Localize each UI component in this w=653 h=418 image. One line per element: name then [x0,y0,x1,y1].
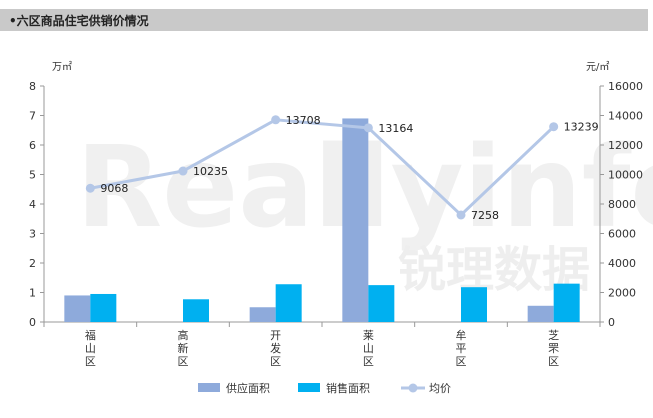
price-data-label: 13708 [286,114,321,127]
bar-sales [553,283,580,322]
category-label: 福山区 [85,328,96,368]
right-tick-label: 12000 [608,139,643,152]
axes: 0 1 2 3 4 5 6 7 8 0 2000 4000 6000 8000 10000 12000 1400… [29,80,643,329]
price-data-label: 13239 [564,121,599,134]
left-tick-label: 2 [29,257,36,270]
bar-sales [90,293,117,322]
price-line-path [90,118,555,217]
bars [64,118,580,322]
right-tick-label: 16000 [608,80,643,93]
legend-label: 供应面积 [226,381,270,395]
price-point [178,166,188,176]
right-tick-label: 4000 [608,257,636,270]
category-label: 开发区 [270,329,281,368]
left-tick-label: 3 [29,228,36,241]
category-label: 牟平区 [456,328,467,368]
bar-supply [342,118,369,322]
price-data-label: 10235 [193,165,228,178]
left-tick-label: 1 [29,287,36,300]
section-title: •六区商品住宅供销价情况 [9,14,149,28]
legend-label: 销售面积 [326,381,370,395]
left-tick-label: 8 [29,80,36,93]
category-label: 莱山区 [363,329,374,368]
bar-supply [527,305,554,322]
left-axis-unit: 万㎡ [52,61,72,73]
data-labels: 9068 10235 13708 13164 7258 13239 [100,114,598,222]
legend-label: 均价 [429,382,451,395]
right-tick-label: 8000 [608,198,636,211]
right-tick-label: 2000 [608,287,636,300]
left-tick-label: 5 [29,169,36,182]
bar-sales [368,285,395,322]
category-label: 芝罘区 [548,329,559,368]
legend-swatch-supply [198,383,220,392]
price-line [85,115,559,220]
left-tick-label: 7 [29,110,36,123]
left-tick-label: 0 [29,316,36,329]
category-label: 高新区 [178,328,189,368]
price-point [549,122,559,132]
price-data-label: 13164 [378,122,413,135]
right-tick-label: 14000 [608,110,643,123]
left-tick-label: 4 [29,198,36,211]
legend-swatch-price-marker [408,383,418,393]
price-point [85,183,95,193]
bar-sales [461,287,487,322]
section-header: •六区商品住宅供销价情况 [0,9,648,31]
bar-sales [275,284,302,322]
bar-supply [64,295,91,322]
legend: 供应面积 销售面积 均价 [198,381,451,395]
category-labels: 福山区 高新区 开发区 莱山区 牟平区 芝罘区 [85,328,559,368]
price-data-label: 9068 [100,182,128,195]
bar-supply [249,307,276,322]
left-tick-label: 6 [29,139,36,152]
right-tick-label: 10000 [608,169,643,182]
right-axis-unit: 元/㎡ [586,61,609,73]
price-point [363,123,373,133]
bar-sales [183,299,209,322]
price-point [271,115,281,125]
right-tick-label: 0 [608,316,615,329]
right-tick-label: 6000 [608,228,636,241]
price-point [456,210,466,220]
legend-swatch-sales [298,383,320,392]
price-data-label: 7258 [471,209,499,222]
